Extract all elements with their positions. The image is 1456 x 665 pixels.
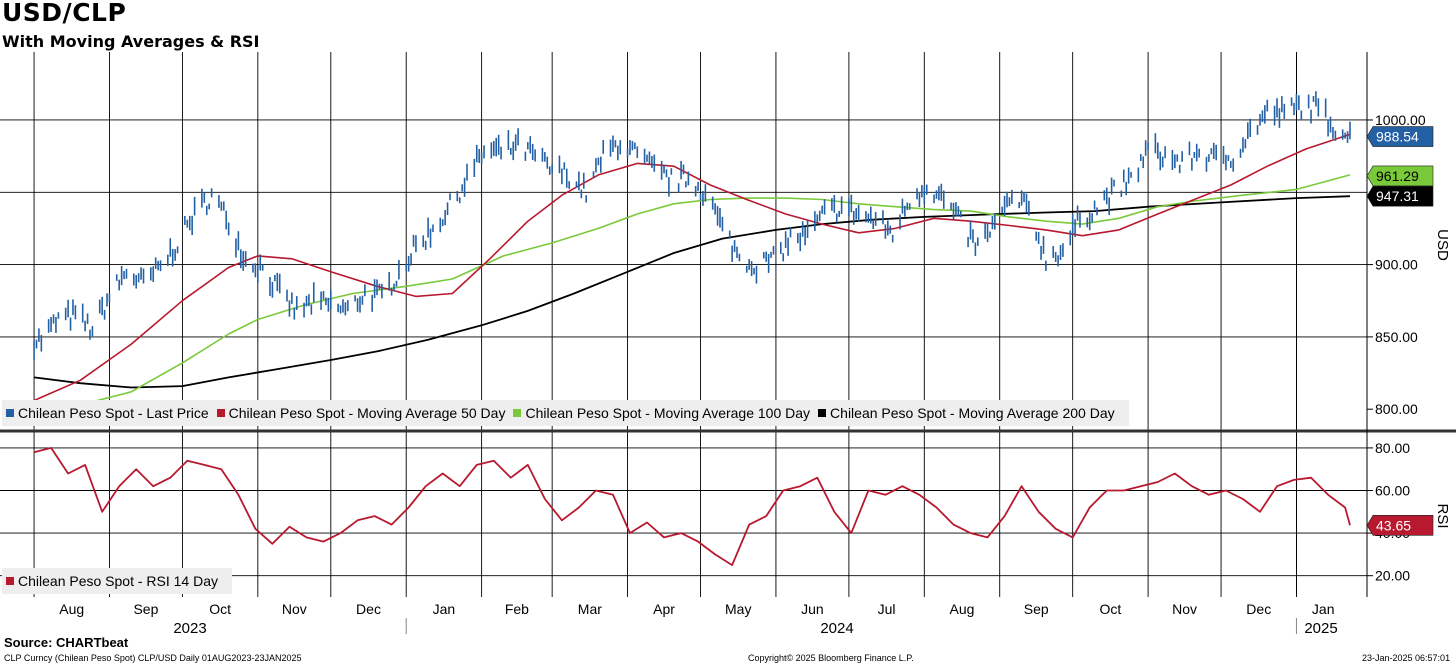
- last-price-bars: [33, 91, 1351, 360]
- value-flag-rsi-shape: [1366, 515, 1434, 536]
- footer-description: CLP Curncy (Chilean Peso Spot) CLP/USD D…: [4, 653, 302, 663]
- value-flag-ma200: 947.31: [1366, 185, 1434, 207]
- legend-swatch: [6, 577, 14, 585]
- price-tick-label: 900.00: [1375, 257, 1418, 273]
- price-tick-label: 850.00: [1375, 329, 1418, 345]
- month-tick-label: Dec: [1246, 601, 1271, 617]
- year-tick-label: 2024: [820, 620, 853, 637]
- value-flag-ma100: 961.29: [1366, 165, 1434, 187]
- axis-labels: 800.00850.00900.001000.0020.0040.0060.00…: [59, 112, 1451, 637]
- legend-swatch: [513, 409, 522, 417]
- legend-entry-ma100: Chilean Peso Spot - Moving Average 100 D…: [513, 405, 810, 421]
- price-tick-label: 800.00: [1375, 401, 1418, 417]
- legend-label: Chilean Peso Spot - RSI 14 Day: [18, 573, 218, 589]
- price-legend: Chilean Peso Spot - Last Price Chilean Pe…: [2, 400, 1129, 426]
- value-flag-last-text: 988.54: [1376, 129, 1419, 145]
- value-flag-rsi-text: 43.65: [1376, 517, 1411, 533]
- legend-label: Chilean Peso Spot - Moving Average 200 D…: [830, 405, 1115, 421]
- month-tick-label: Sep: [133, 601, 158, 617]
- value-flag-last-shape: [1366, 126, 1434, 147]
- month-tick-label: Feb: [505, 601, 529, 617]
- year-tick-label: 2025: [1304, 620, 1337, 637]
- legend-label: Chilean Peso Spot - Moving Average 100 D…: [525, 405, 811, 421]
- month-tick-label: Nov: [1172, 601, 1197, 617]
- month-tick-label: Jan: [433, 601, 456, 617]
- month-tick-label: May: [725, 601, 751, 617]
- ma200-line: [33, 195, 1351, 389]
- month-tick-label: Nov: [282, 601, 307, 617]
- legend-swatch: [818, 409, 827, 417]
- rsi-panel: [33, 446, 1351, 566]
- footer-timestamp: 23-Jan-2025 06:57:01: [1362, 653, 1451, 663]
- rsi-tick-label: 60.00: [1375, 483, 1410, 499]
- rsi-line: [33, 446, 1351, 566]
- year-tick-label: 2023: [173, 620, 206, 637]
- legend-entry-ma200: Chilean Peso Spot - Moving Average 200 D…: [818, 405, 1115, 421]
- value-flag-ma200-shape: [1366, 185, 1434, 207]
- axes: [0, 52, 1456, 634]
- legend-swatch: [216, 409, 225, 417]
- rsi-tick-label: 20.00: [1375, 568, 1410, 584]
- month-tick-label: Aug: [59, 601, 84, 617]
- month-tick-label: Aug: [950, 601, 975, 617]
- value-flag-ma100-shape: [1366, 165, 1434, 187]
- source-note: Source: CHARTbeat: [4, 635, 129, 650]
- value-flag-last: 988.54: [1366, 126, 1434, 147]
- month-tick-label: Dec: [356, 601, 381, 617]
- footer-copyright: Copyright© 2025 Bloomberg Finance L.P.: [748, 653, 914, 663]
- month-tick-label: Jun: [801, 601, 824, 617]
- rsi-tick-label: 80.00: [1375, 440, 1410, 456]
- month-tick-label: Oct: [1099, 601, 1121, 617]
- value-flag-ma100-text: 961.29: [1376, 168, 1419, 184]
- ma50-line: [33, 133, 1351, 402]
- legend-swatch: [6, 409, 14, 417]
- grid-lines: [0, 52, 1367, 597]
- price-panel: [33, 91, 1351, 415]
- rsi-legend: Chilean Peso Spot - RSI 14 Day: [2, 568, 232, 594]
- legend-entry-rsi: Chilean Peso Spot - RSI 14 Day: [6, 573, 218, 589]
- chart-subtitle: With Moving Averages & RSI: [2, 32, 260, 51]
- value-flag-rsi: 43.65: [1366, 515, 1434, 536]
- price-axis-title: USD: [1434, 229, 1451, 261]
- chart-title: USD/CLP: [2, 0, 127, 27]
- legend-label: Chilean Peso Spot - Last Price: [18, 405, 209, 421]
- month-tick-label: Oct: [209, 601, 231, 617]
- ma100-line: [33, 174, 1351, 415]
- month-tick-label: Sep: [1024, 601, 1049, 617]
- month-tick-label: Mar: [578, 601, 602, 617]
- month-tick-label: Jan: [1312, 601, 1335, 617]
- month-tick-label: Apr: [653, 601, 675, 617]
- month-tick-label: Jul: [878, 601, 896, 617]
- legend-label: Chilean Peso Spot - Moving Average 50 Da…: [228, 405, 506, 421]
- legend-entry-last: Chilean Peso Spot - Last Price: [6, 405, 209, 421]
- value-flag-ma200-text: 947.31: [1376, 188, 1419, 204]
- rsi-axis-title: RSI: [1434, 503, 1451, 528]
- price-tick-label: 1000.00: [1375, 112, 1426, 128]
- legend-entry-ma50: Chilean Peso Spot - Moving Average 50 Da…: [216, 405, 506, 421]
